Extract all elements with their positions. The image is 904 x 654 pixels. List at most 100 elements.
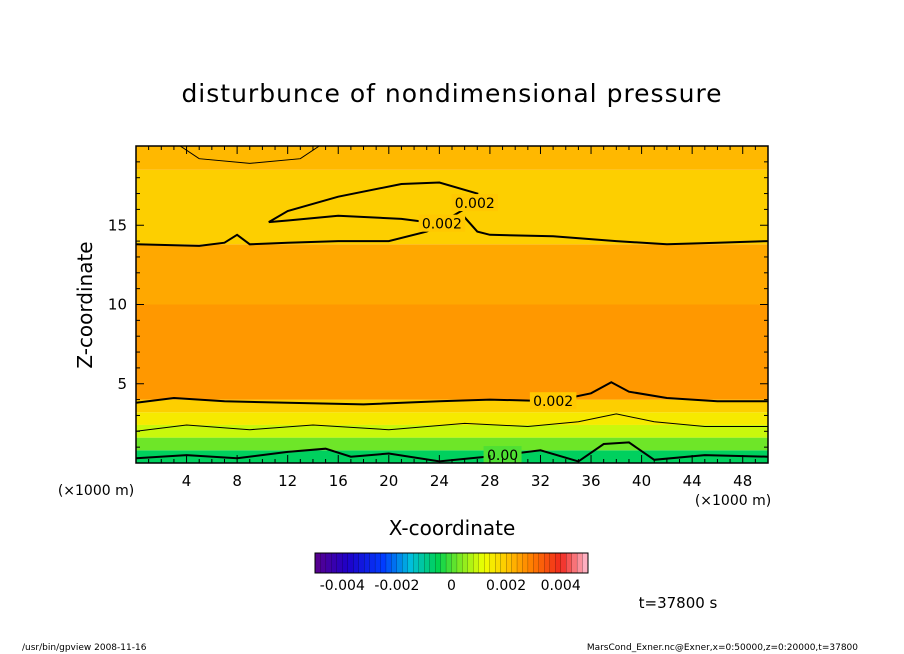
colorbar-cell-20: [424, 552, 431, 574]
x-tick-label-24: 24: [430, 472, 449, 490]
colorbar-cell-47: [571, 552, 578, 574]
x-tick-label-16: 16: [329, 472, 348, 490]
field-band-2: [136, 424, 768, 438]
chart-title: disturbunce of nondimensional pressure: [181, 79, 722, 108]
contour-line-2: [136, 441, 768, 463]
colorbar-cell-27: [462, 552, 469, 574]
colorbar-cell-23: [440, 552, 447, 574]
field-band-6: [136, 244, 768, 305]
footer-left: /usr/bin/gpview 2008-11-16: [22, 643, 147, 653]
colorbar-cell-41: [538, 552, 545, 574]
contour-line-1: [136, 413, 768, 432]
colorbar-tick-label-3: 0.002: [486, 578, 526, 594]
x-tick-label-48: 48: [733, 472, 752, 490]
x-tick-label-32: 32: [531, 472, 550, 490]
colorbar-cell-21: [429, 552, 436, 574]
contour-line-0: [136, 381, 768, 406]
x-scale-note: (×1000 m): [695, 493, 771, 509]
colorbar-cell-9: [364, 552, 371, 574]
colorbar-cell-30: [478, 552, 485, 574]
x-tick-label-20: 20: [379, 472, 398, 490]
colorbar-frame: [314, 552, 589, 574]
contour-label-4: 0.002: [455, 196, 495, 212]
colorbar-cell-8: [358, 552, 365, 574]
field-band-8: [136, 146, 768, 170]
colorbar-cell-29: [473, 552, 480, 574]
colorbar-cell-43: [549, 552, 556, 574]
x-tick-label-36: 36: [581, 472, 600, 490]
contour-label-0: 0.002: [533, 394, 573, 410]
colorbar-cell-38: [522, 552, 529, 574]
colorbar-cell-34: [500, 552, 507, 574]
field-band-3: [136, 412, 768, 425]
colorbar-cell-7: [353, 552, 360, 574]
colorbar-cell-46: [566, 552, 573, 574]
y-scale-note: (×1000 m): [58, 483, 134, 499]
colorbar-cell-1: [320, 552, 327, 574]
colorbar-cell-14: [391, 552, 398, 574]
contour-label-bg-2: [483, 446, 522, 464]
colorbar-cell-31: [484, 552, 491, 574]
contour-line-5: [179, 146, 320, 164]
colorbar-cell-2: [325, 552, 332, 574]
colorbar-tick-label-1: -0.002: [374, 578, 419, 594]
colorbar-cell-18: [413, 552, 420, 574]
colorbar-cell-42: [544, 552, 551, 574]
colorbar-cell-32: [489, 552, 496, 574]
colorbar-cell-37: [516, 552, 523, 574]
colorbar-cell-40: [533, 552, 540, 574]
y-tick-label-5: 5: [117, 375, 127, 393]
x-tick-label-40: 40: [632, 472, 651, 490]
contour-label-3: 0.002: [422, 217, 462, 233]
footer-right: MarsCond_Exner.nc@Exner,x=0:50000,z=0:20…: [587, 643, 858, 653]
colorbar-cell-11: [374, 552, 381, 574]
field-band-5: [136, 304, 768, 400]
colorbar-cell-16: [402, 552, 409, 574]
contour-label-bg-4: [451, 194, 499, 212]
field-band-1: [136, 437, 768, 451]
x-axis-label: X-coordinate: [389, 516, 516, 540]
colorbar-cell-19: [418, 552, 425, 574]
colorbar-cell-36: [511, 552, 518, 574]
colorbar-cell-26: [456, 552, 463, 574]
colorbar-tick-label-2: 0: [447, 578, 456, 594]
colorbar-cell-10: [369, 552, 376, 574]
contour-label-2: 0.00: [487, 448, 518, 464]
colorbar-cell-24: [445, 552, 452, 574]
contour-label-bg-3: [418, 214, 466, 232]
field-band-0: [136, 450, 768, 463]
x-tick-label-12: 12: [278, 472, 297, 490]
x-tick-label-44: 44: [683, 472, 702, 490]
colorbar-cell-44: [555, 552, 562, 574]
colorbar-cell-12: [380, 552, 387, 574]
colorbar-cell-25: [451, 552, 458, 574]
colorbar-cell-22: [435, 552, 441, 574]
colorbar-cell-4: [336, 552, 343, 574]
y-tick-label-10: 10: [108, 296, 127, 314]
colorbar-cell-33: [495, 552, 502, 574]
colorbar-cell-35: [506, 552, 512, 574]
colorbar-cell-6: [347, 552, 354, 574]
colorbar-cell-13: [385, 552, 392, 574]
colorbar-cell-39: [527, 552, 534, 574]
colorbar-cell-5: [342, 552, 349, 574]
contour-label-bg-0: [529, 392, 577, 410]
x-tick-label-8: 8: [232, 472, 242, 490]
colorbar-tick-label-4: 0.004: [541, 578, 581, 594]
time-annotation: t=37800 s: [639, 594, 718, 612]
colorbar-cell-3: [331, 552, 338, 574]
y-axis-label: Z-coordinate: [73, 241, 97, 368]
colorbar-cell-48: [576, 552, 583, 574]
colorbar-tick-label-0: -0.004: [320, 578, 365, 594]
x-tick-label-4: 4: [182, 472, 192, 490]
colorbar-cell-45: [560, 552, 567, 574]
colorbar-cell-49: [582, 552, 589, 574]
x-tick-label-28: 28: [480, 472, 499, 490]
colorbar-cell-17: [407, 552, 414, 574]
colorbar: -0.004 -0.002 0 0.002 0.004: [314, 552, 589, 594]
colorbar-cell-15: [396, 552, 403, 574]
y-tick-label-15: 15: [108, 216, 127, 234]
colorbar-cell-28: [467, 552, 474, 574]
